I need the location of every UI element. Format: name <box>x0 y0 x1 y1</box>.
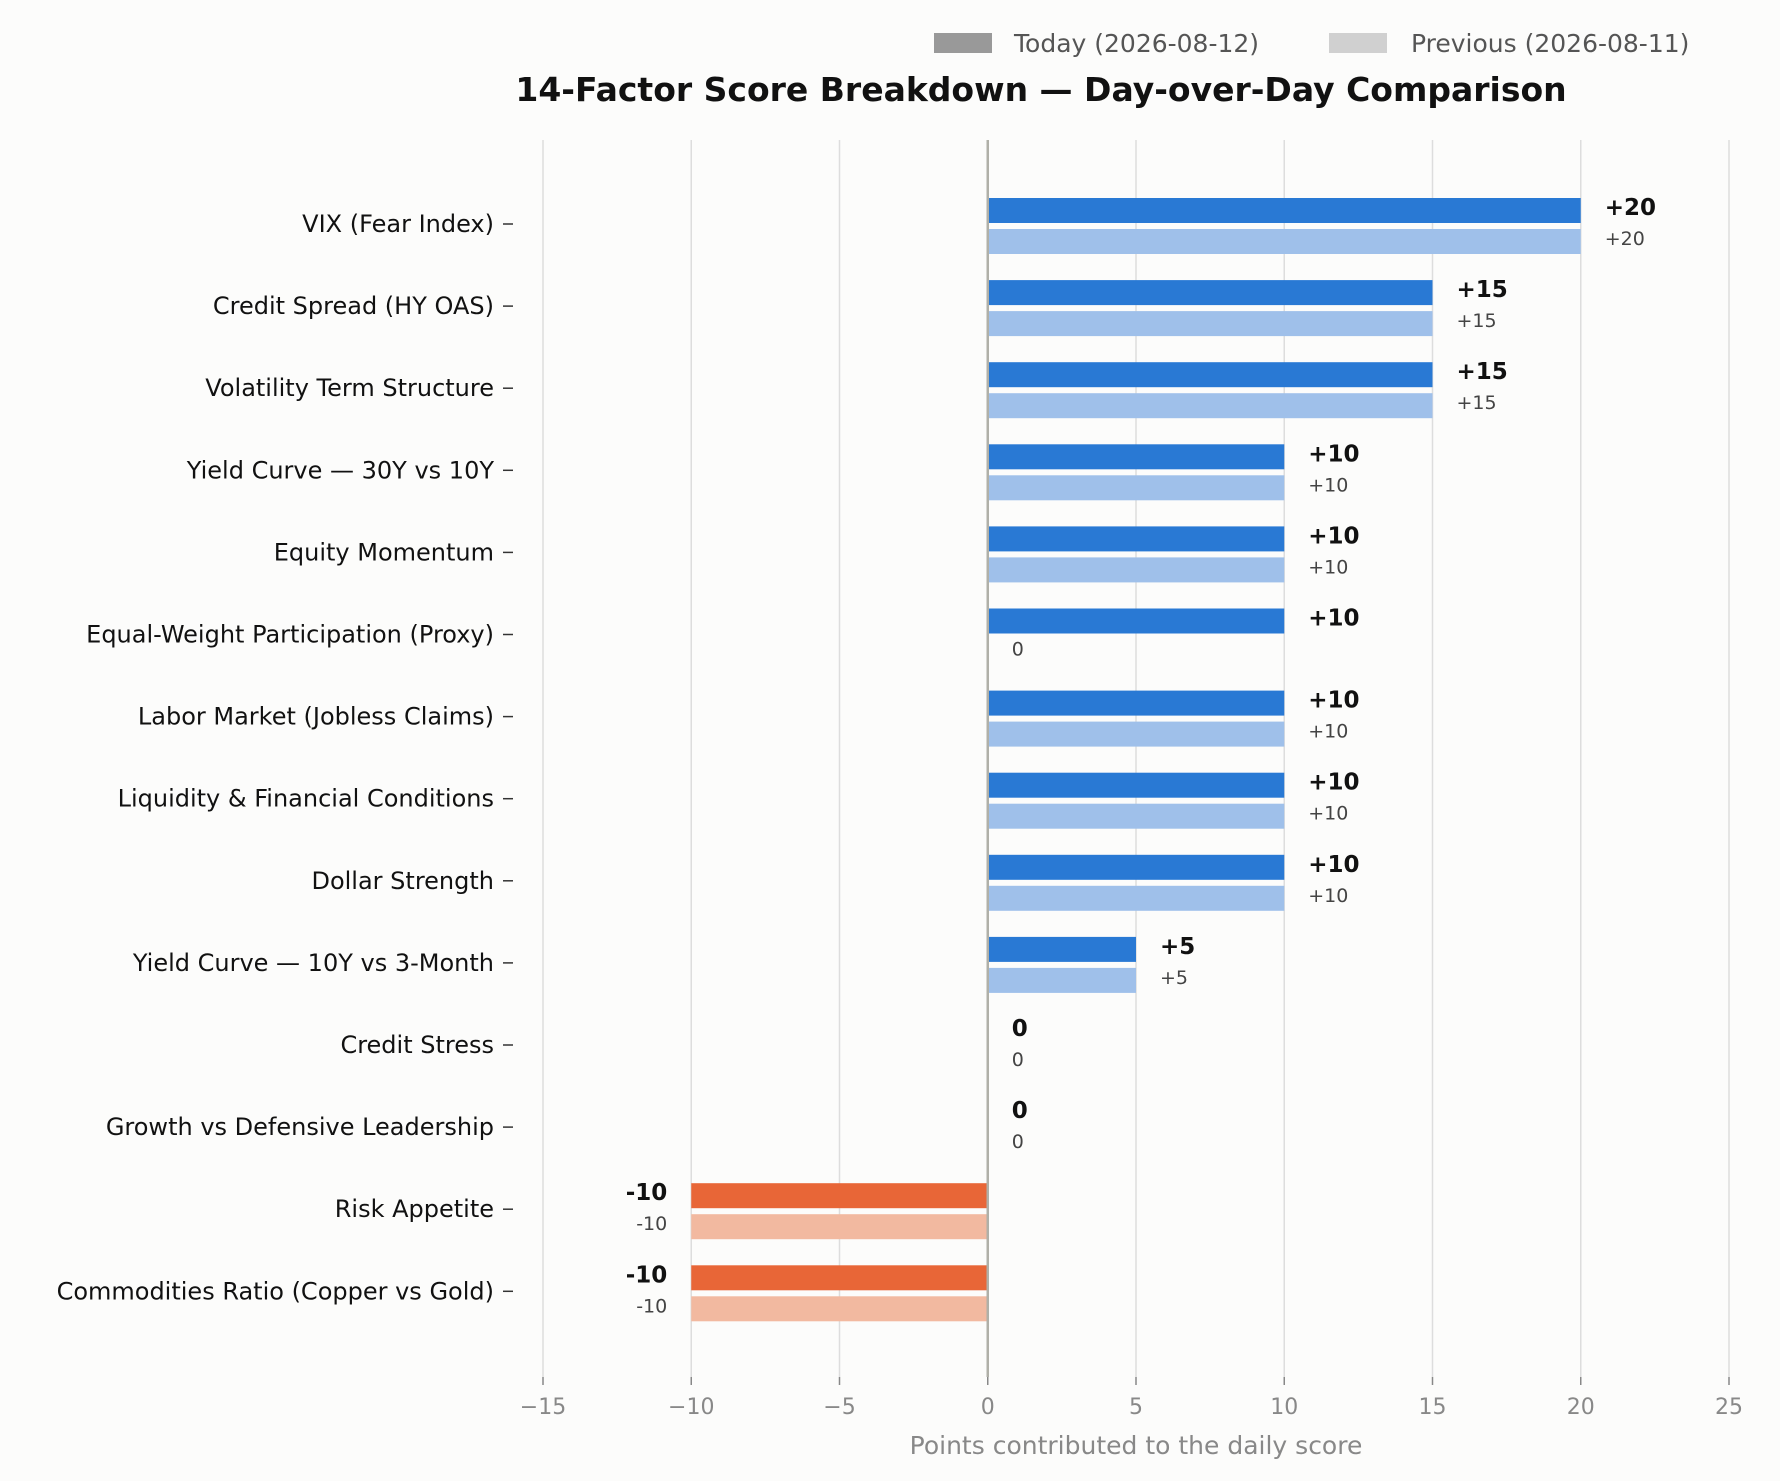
value-label-today: -10 <box>626 1180 668 1206</box>
x-tick-label: 15 <box>1419 1395 1447 1420</box>
bar-previous <box>987 311 1433 337</box>
bar-today <box>691 1265 988 1291</box>
value-label-today: -10 <box>626 1262 668 1288</box>
x-axis-ticks: −15 −10 −5 0 5 10 15 20 25 <box>520 1377 1743 1420</box>
x-tick-label: 20 <box>1567 1395 1595 1420</box>
bar-today <box>987 936 1136 962</box>
value-label-previous: 0 <box>1012 1131 1024 1153</box>
category-label: Equity Momentum <box>274 538 494 566</box>
value-label-previous: 0 <box>1012 1049 1024 1071</box>
bar-today <box>987 198 1581 223</box>
x-tick-label: 10 <box>1270 1395 1298 1420</box>
category-label: Volatility Term Structure <box>205 374 494 402</box>
value-label-previous: -10 <box>636 1295 667 1317</box>
legend-label-today: Today (2026-08-12) <box>1013 29 1259 58</box>
value-label-previous: +15 <box>1457 392 1497 414</box>
category-label: Commodities Ratio (Copper vs Gold) <box>57 1277 494 1305</box>
bar-previous <box>987 557 1285 583</box>
legend-label-previous: Previous (2026-08-11) <box>1411 29 1689 58</box>
bar-today <box>987 444 1285 470</box>
value-label-previous: 0 <box>1012 639 1024 661</box>
bar-previous <box>987 475 1285 501</box>
category-label: Liquidity & Financial Conditions <box>118 785 494 813</box>
category-label: Yield Curve — 10Y vs 3-Month <box>132 949 494 977</box>
legend: Today (2026-08-12) Previous (2026-08-11) <box>934 29 1689 58</box>
category-label: VIX (Fear Index) <box>302 210 494 238</box>
value-label-previous: +10 <box>1308 474 1348 496</box>
value-labels: +20 +20 +15 +15 +15 +15 +10 +10 +10 +10 +10 0 +10 +10… <box>626 195 1656 1317</box>
bar-today <box>987 690 1285 716</box>
value-label-today: +10 <box>1308 441 1359 467</box>
x-tick-label: 25 <box>1715 1395 1743 1420</box>
bar-previous <box>691 1214 988 1240</box>
bar-today <box>987 362 1433 388</box>
value-label-today: 0 <box>1012 1016 1028 1042</box>
x-tick-label: −15 <box>520 1395 566 1420</box>
bars <box>691 198 1581 1322</box>
bar-previous <box>987 803 1285 829</box>
x-tick-label: 5 <box>1129 1395 1143 1420</box>
value-label-previous: +10 <box>1308 885 1348 907</box>
bar-today <box>987 772 1285 798</box>
category-label: Yield Curve — 30Y vs 10Y <box>186 456 495 484</box>
x-axis-label: Points contributed to the daily score <box>910 1431 1363 1460</box>
value-label-previous: +10 <box>1308 556 1348 578</box>
value-label-previous: -10 <box>636 1213 667 1235</box>
category-label: Growth vs Defensive Leadership <box>106 1113 494 1141</box>
bar-today <box>691 1183 988 1209</box>
category-label: Equal-Weight Participation (Proxy) <box>86 621 494 649</box>
value-label-previous: +20 <box>1605 228 1645 250</box>
category-label: Credit Spread (HY OAS) <box>213 292 494 320</box>
bar-previous <box>987 721 1285 747</box>
category-labels: VIX (Fear Index) Credit Spread (HY OAS) Vo… <box>57 210 513 1305</box>
value-label-today: +10 <box>1308 523 1359 549</box>
value-label-today: +15 <box>1457 359 1508 385</box>
value-label-today: +5 <box>1160 934 1195 960</box>
bar-previous <box>691 1296 988 1322</box>
category-label: Credit Stress <box>340 1031 494 1059</box>
bar-previous <box>987 885 1285 911</box>
bar-today <box>987 608 1285 634</box>
category-label: Dollar Strength <box>311 867 494 895</box>
bar-previous <box>987 967 1136 993</box>
value-label-previous: +15 <box>1457 310 1497 332</box>
value-label-today: +10 <box>1308 770 1359 796</box>
value-label-previous: +10 <box>1308 803 1348 825</box>
legend-swatch-today <box>934 33 992 53</box>
bar-today <box>987 854 1285 880</box>
bar-today <box>987 526 1285 552</box>
value-label-previous: +5 <box>1160 967 1188 989</box>
value-label-today: +15 <box>1457 277 1508 303</box>
x-tick-label: 0 <box>981 1395 995 1420</box>
category-label: Risk Appetite <box>335 1195 494 1223</box>
value-label-today: +20 <box>1605 195 1656 221</box>
chart-title: 14-Factor Score Breakdown — Day-over-Day… <box>515 70 1566 109</box>
value-label-today: +10 <box>1308 852 1359 878</box>
grid-lines <box>542 140 1730 1377</box>
value-label-today: +10 <box>1308 606 1359 632</box>
bar-previous <box>987 229 1581 254</box>
bar-previous <box>987 393 1433 419</box>
value-label-today: +10 <box>1308 688 1359 714</box>
bar-today <box>987 280 1433 306</box>
x-tick-label: −10 <box>668 1395 714 1420</box>
x-tick-label: −5 <box>823 1395 855 1420</box>
legend-swatch-previous <box>1329 33 1387 53</box>
value-label-previous: +10 <box>1308 721 1348 743</box>
category-label: Labor Market (Jobless Claims) <box>138 703 494 731</box>
value-label-today: 0 <box>1012 1098 1028 1124</box>
